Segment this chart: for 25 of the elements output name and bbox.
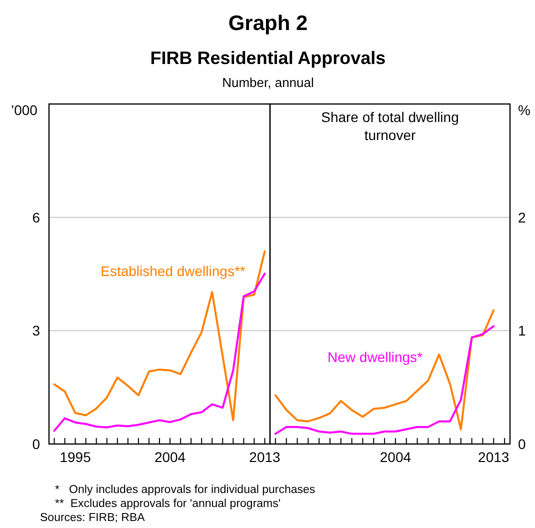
x-tick-label: 2004 [380, 449, 412, 465]
line-series [274, 309, 495, 430]
y-tick-label: 6 [32, 209, 40, 226]
y-tick-label: 3 [32, 322, 40, 339]
text: New dwellings* [328, 349, 424, 365]
y-axis-title: % [518, 102, 530, 118]
line-series [274, 325, 495, 435]
text: * Only includes approvals for individual purchases [55, 484, 316, 496]
text: Share of total dwelling turnover [321, 109, 459, 143]
y-tick-label: 1 [518, 322, 526, 339]
chart-title: Graph 2 [228, 12, 308, 35]
line-series [53, 250, 266, 422]
y-tick-label: 2 [518, 209, 526, 226]
x-tick-label: 2013 [478, 449, 510, 465]
y-tick-label: 0 [32, 436, 40, 452]
y-axis-title: ’000 [11, 102, 38, 118]
text: Number, annual [222, 75, 314, 90]
chart-subtitle: FIRB Residential Approvals [150, 48, 386, 68]
x-tick-label: 1995 [60, 449, 92, 465]
series-label: Established dwellings** [100, 263, 246, 279]
x-tick-label: 2013 [249, 449, 281, 465]
text: ** Excludes approvals for 'annual programs' [55, 498, 281, 510]
source-note: Sources: FIRB; RBA [40, 512, 146, 524]
y-tick-label: 0 [518, 436, 526, 452]
x-tick-label: 2004 [154, 449, 186, 465]
